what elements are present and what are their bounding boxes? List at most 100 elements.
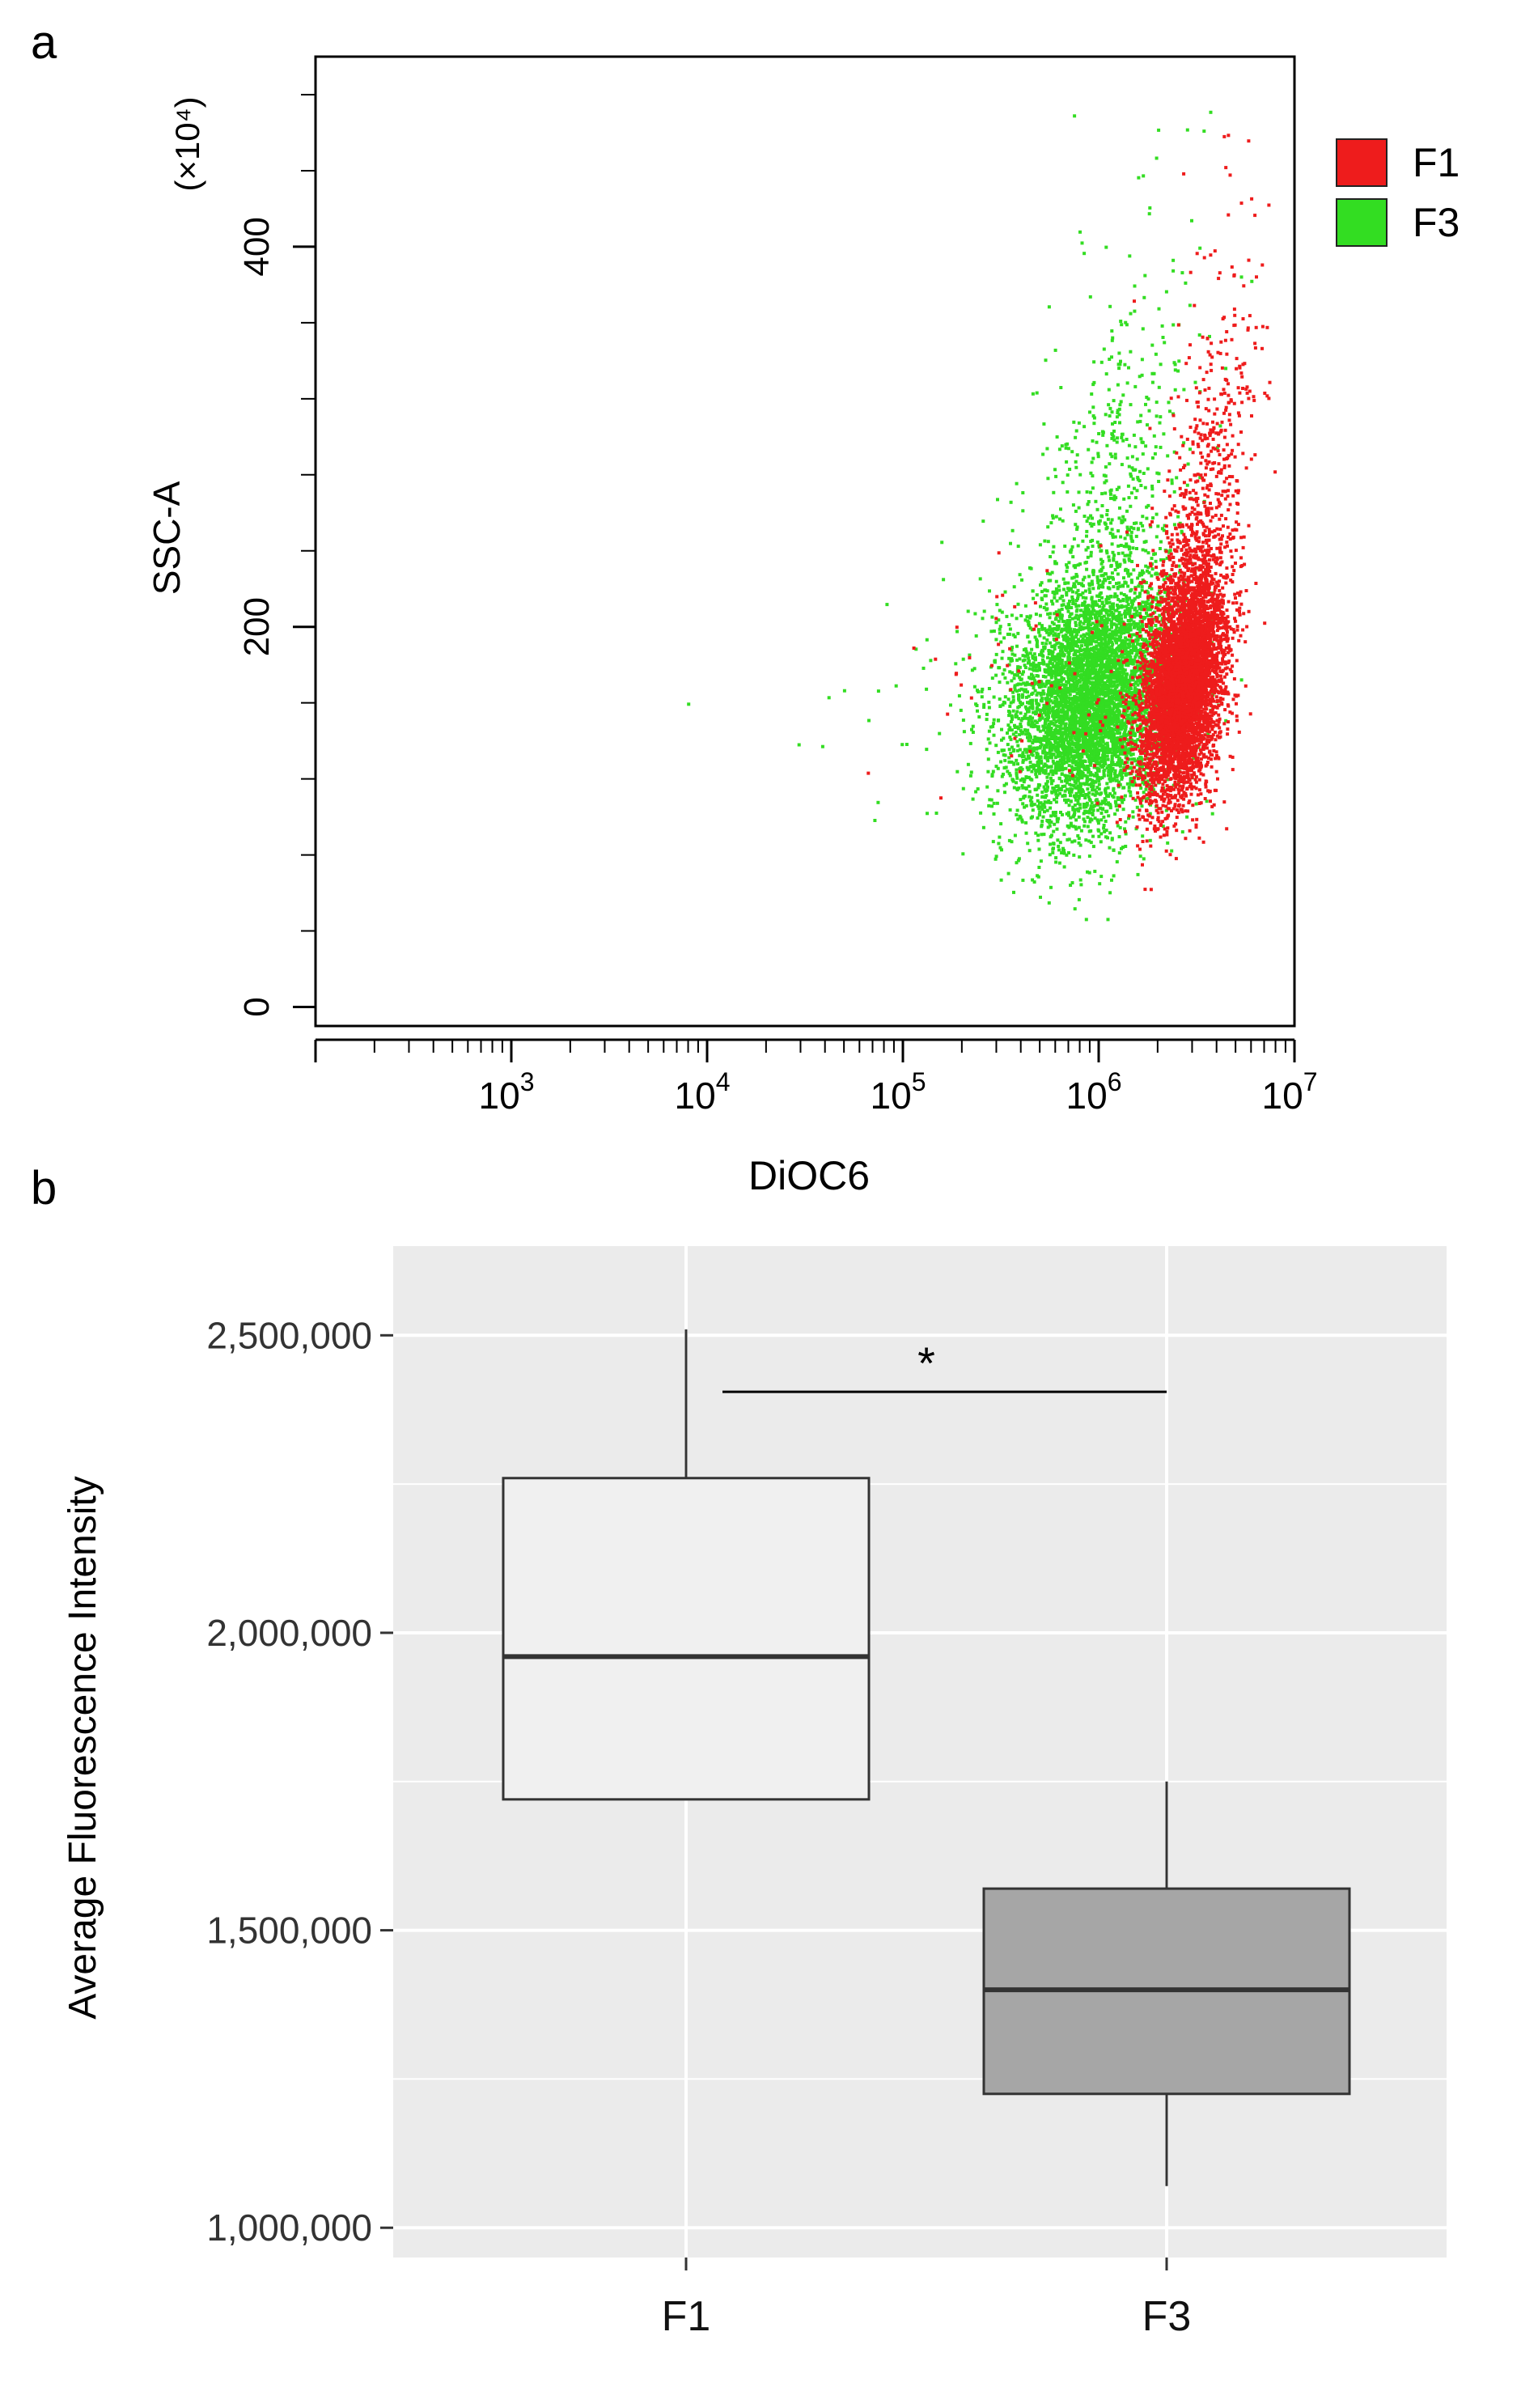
scatter-point — [1128, 685, 1132, 689]
scatter-point — [1110, 432, 1114, 436]
scatter-point — [1107, 403, 1111, 407]
scatter-point — [1057, 610, 1061, 614]
scatter-point — [1025, 615, 1029, 619]
scatter-point — [1042, 692, 1046, 696]
scatter-point — [1150, 567, 1155, 571]
scatter-point — [1110, 685, 1114, 689]
scatter-point — [1117, 413, 1121, 417]
scatter-point — [1067, 764, 1071, 768]
scatter-point — [1082, 663, 1087, 668]
scatter-point — [1075, 692, 1079, 695]
scatter-point — [1096, 727, 1100, 731]
scatter-point — [1044, 789, 1048, 793]
scatter-point — [1011, 709, 1015, 713]
scatter-point — [1042, 647, 1046, 650]
scatter-point — [1073, 694, 1077, 698]
scatter-point — [1083, 796, 1087, 799]
scatter-point — [1057, 645, 1061, 649]
scatter-point — [978, 577, 982, 581]
scatter-point — [1072, 720, 1076, 724]
scatter-point — [1109, 521, 1113, 525]
scatter-point — [1011, 779, 1015, 783]
scatter-point — [1092, 765, 1096, 769]
scatter-point — [1141, 569, 1144, 573]
scatter-point — [1015, 617, 1019, 621]
scatter-point — [988, 589, 991, 593]
scatter-point — [1137, 679, 1141, 683]
scatter-point — [1040, 708, 1044, 712]
scatter-point — [1112, 585, 1116, 589]
scatter-point — [1129, 702, 1133, 706]
scatter-point — [1076, 639, 1080, 643]
scatter-point — [1099, 806, 1103, 810]
scatter-point — [1010, 671, 1015, 675]
scatter-point — [1072, 853, 1076, 857]
scatter-point — [1089, 841, 1093, 845]
scatter-point — [1105, 741, 1109, 745]
scatter-point — [1037, 666, 1041, 670]
scatter-point — [1057, 740, 1061, 744]
scatter-point — [1108, 806, 1112, 810]
scatter-point — [1052, 746, 1056, 750]
scatter-point — [1070, 450, 1074, 454]
scatter-point — [1075, 795, 1079, 799]
scatter-point — [1126, 715, 1130, 719]
scatter-point — [1146, 503, 1150, 507]
scatter-point — [1117, 485, 1121, 490]
scatter-point — [1033, 719, 1037, 723]
scatter-point — [1068, 744, 1072, 748]
scatter-point — [1121, 712, 1125, 716]
scatter-point — [1069, 708, 1073, 712]
scatter-point — [1108, 558, 1112, 562]
scatter-point — [1136, 668, 1140, 672]
scatter-point — [1059, 723, 1063, 727]
scatter-point — [1066, 447, 1070, 451]
scatter-point — [1084, 560, 1088, 564]
scatter-point — [1058, 740, 1062, 743]
scatter-point — [1166, 454, 1170, 458]
scatter-point — [1110, 602, 1114, 606]
scatter-point — [1018, 753, 1022, 757]
scatter-point — [1138, 612, 1142, 616]
scatter-point — [987, 803, 991, 808]
scatter-point — [1023, 666, 1027, 669]
scatter-point — [1117, 644, 1121, 648]
scatter-point — [1028, 744, 1032, 748]
scatter-point — [1062, 693, 1066, 697]
scatter-point — [1102, 627, 1106, 631]
scatter-point — [1079, 608, 1083, 613]
scatter-point — [1057, 656, 1061, 660]
scatter-point — [1047, 681, 1051, 685]
scatter-point — [1042, 803, 1046, 806]
scatter-point — [1101, 807, 1105, 811]
scatter-point — [1092, 754, 1096, 758]
scatter-point — [1070, 683, 1074, 687]
scatter-point — [1032, 746, 1036, 750]
scatter-point — [1086, 722, 1089, 726]
scatter-point — [1103, 577, 1107, 581]
scatter-point — [1047, 579, 1051, 583]
scatter-point — [1150, 494, 1155, 498]
scatter-point — [1015, 481, 1019, 485]
scatter-point — [1012, 761, 1016, 765]
scatter-point — [1006, 743, 1010, 747]
scatter-point — [979, 811, 983, 815]
scatter-point — [1035, 680, 1039, 685]
scatter-point — [1148, 625, 1152, 630]
scatter-point — [1068, 655, 1072, 659]
scatter-point — [1134, 496, 1138, 500]
scatter-point — [1065, 621, 1069, 625]
scatter-point — [1091, 813, 1095, 816]
scatter-point — [1058, 731, 1062, 736]
scatter-point — [1026, 842, 1030, 846]
scatter-point — [1093, 869, 1097, 873]
scatter-point — [1056, 714, 1060, 718]
scatter-point — [1082, 759, 1087, 763]
scatter-point — [1031, 698, 1035, 702]
scatter-point — [900, 743, 905, 747]
scatter-point — [1031, 808, 1035, 812]
scatter-point — [1104, 798, 1108, 802]
scatter-point — [1118, 825, 1122, 829]
scatter-point — [1055, 697, 1059, 702]
